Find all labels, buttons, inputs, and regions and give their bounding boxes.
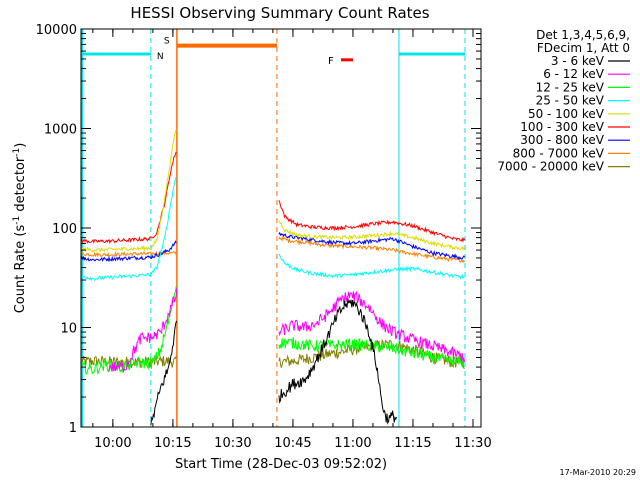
chart-title: HESSI Observing Summary Count Rates <box>130 4 429 22</box>
legend-entry-label: 6 - 12 keV <box>543 67 605 81</box>
legend-entry-label: 7000 - 20000 keV <box>497 160 604 174</box>
series-layer <box>81 129 466 425</box>
y-tick-label: 100 <box>52 222 77 237</box>
y-axis-label-part1: Count Rate (s <box>13 225 28 314</box>
flag-layer: NS F <box>81 29 466 427</box>
legend-entry-label: 12 - 25 keV <box>536 80 605 94</box>
legend-entry-label: 100 - 300 keV <box>520 120 604 134</box>
series-line <box>150 320 177 425</box>
legend-entry-label: 25 - 50 keV <box>536 94 605 108</box>
series-line <box>278 231 465 260</box>
footer-timestamp: 17-Mar-2010 20:29 <box>560 468 637 477</box>
y-axis-label-part2: detector <box>13 156 28 216</box>
x-tick-label: 10:45 <box>274 436 311 451</box>
night-flag-label: N <box>157 52 164 62</box>
y-tick-label: 10 <box>60 322 77 337</box>
y-tick-label: 1000 <box>44 123 77 138</box>
y-tick-label: 1 <box>69 421 77 436</box>
y-axis: 1 10 100 1000 10000 <box>36 23 481 436</box>
y-tick-label: 10000 <box>36 23 77 38</box>
x-tick-label: 11:00 <box>334 436 371 451</box>
series-line <box>108 287 178 373</box>
series-line <box>278 337 465 368</box>
legend: Det 1,3,4,5,6,9, FDecim 1, Att 0 3 - 6 k… <box>497 28 630 174</box>
x-tick-label: 11:15 <box>394 436 431 451</box>
legend-entry-label: 50 - 100 keV <box>528 107 605 121</box>
y-axis-label: Count Rate (s-1 detector-1) <box>12 143 28 314</box>
series-line <box>278 291 466 362</box>
legend-entry-label: 3 - 6 keV <box>551 54 605 68</box>
series-line <box>81 176 177 282</box>
legend-entry-label: 800 - 7000 keV <box>513 146 605 160</box>
series-line <box>81 151 177 245</box>
x-tick-label: 11:30 <box>454 436 491 451</box>
series-line <box>278 220 466 251</box>
x-axis-label: Start Time (28-Dec-03 09:52:02) <box>175 457 387 472</box>
y-axis-label-sup2: -1 <box>12 148 22 157</box>
x-tick-label: 10:30 <box>214 436 251 451</box>
x-tick-label: 10:00 <box>94 436 131 451</box>
legend-entry-label: 300 - 800 keV <box>520 133 604 147</box>
saa-flag-label: S <box>164 37 170 47</box>
flare-flag-label: F <box>328 56 334 67</box>
series-line <box>278 235 466 264</box>
y-axis-label-part3: ) <box>13 143 28 148</box>
legend-header-1: Det 1,3,4,5,6,9, <box>536 28 630 42</box>
x-axis: 10:00 10:15 10:30 10:45 11:00 11:15 11:30 <box>92 29 492 451</box>
series-line <box>278 200 466 243</box>
x-tick-label: 10:15 <box>154 436 191 451</box>
series-line <box>278 297 398 425</box>
y-axis-label-sup1: -1 <box>12 216 22 225</box>
series-line <box>81 285 177 376</box>
series-line <box>278 253 465 280</box>
legend-header-2: FDecim 1, Att 0 <box>537 41 630 55</box>
series-line <box>81 129 177 253</box>
